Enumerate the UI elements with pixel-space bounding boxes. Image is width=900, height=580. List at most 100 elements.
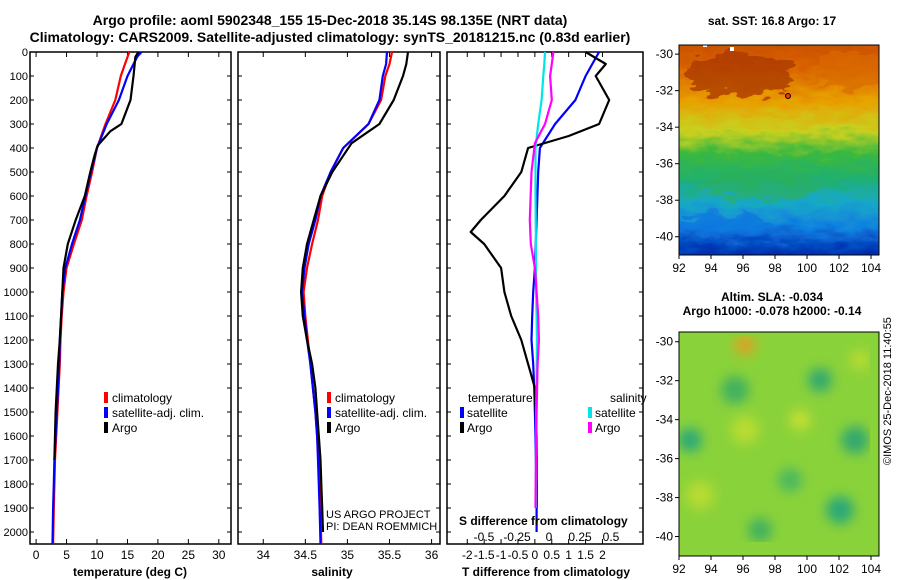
map-y-tick-label: -36 <box>656 157 674 171</box>
map-x-tick-label: 98 <box>768 261 782 275</box>
sla-map <box>679 332 879 556</box>
sst-map-title: sat. SST: 16.8 Argo: 17 <box>708 14 837 28</box>
depth-tick-label: 1800 <box>4 479 28 491</box>
legend-label-satellite: satellite-adj. clim. <box>335 406 427 420</box>
title-line-1: Argo profile: aoml 5902348_155 15-Dec-20… <box>92 12 568 28</box>
depth-tick-label: 900 <box>10 263 28 275</box>
map-y-tick-label: -34 <box>656 120 674 134</box>
difference-panel <box>446 51 644 545</box>
map-x-tick-label: 104 <box>861 562 881 576</box>
s-difference-label: S difference from climatology <box>459 514 628 528</box>
map-x-tick-label: 92 <box>672 562 686 576</box>
map-x-tick-label: 104 <box>861 261 881 275</box>
depth-tick-label: 1600 <box>4 431 28 443</box>
sst-map <box>679 45 879 255</box>
s-tick-label: 0.25 <box>568 530 592 544</box>
map-y-tick-label: -34 <box>656 413 674 427</box>
legend-heading-salinity: salinity <box>610 391 647 405</box>
project-annotation: US ARGO PROJECT <box>326 509 431 521</box>
depth-tick-label: 300 <box>10 119 28 131</box>
x-tick-label: 2 <box>599 548 606 562</box>
salinity-legend: climatology satellite-adj. clim. Argo US… <box>326 391 437 533</box>
depth-tick-label: 2000 <box>4 527 28 539</box>
depth-tick-label: 1100 <box>4 311 28 323</box>
x-tick-label: 10 <box>90 548 104 562</box>
x-tick-label: -2 <box>462 548 473 562</box>
map-x-tick-label: 94 <box>704 261 718 275</box>
s-tick-label: 0 <box>546 530 553 544</box>
x-tick-label: -1 <box>496 548 507 562</box>
map-y-tick-label: -40 <box>656 530 674 544</box>
map-x-tick-label: 100 <box>797 261 817 275</box>
x-tick-label: 1.5 <box>577 548 594 562</box>
temperature-legend: climatology satellite-adj. clim. Argo <box>104 391 204 435</box>
series-line-s-argo <box>528 51 555 509</box>
s-tick-label: -0.5 <box>474 530 495 544</box>
legend-label-s-satellite: satellite <box>595 406 636 420</box>
title-line-2: Climatology: CARS2009. Satellite-adjuste… <box>29 29 631 45</box>
legend-swatch-t-satellite <box>460 407 464 418</box>
map-y-tick-label: -30 <box>656 335 674 349</box>
difference-legend: temperature salinity satellite Argo sate… <box>459 391 647 528</box>
map-y-tick-label: -36 <box>656 452 674 466</box>
map-x-tick-label: 102 <box>829 261 849 275</box>
depth-tick-label: 1900 <box>4 503 28 515</box>
legend-heading-temperature: temperature <box>468 391 533 405</box>
x-tick-label: 35.5 <box>378 548 402 562</box>
map-x-tick-label: 96 <box>736 562 750 576</box>
temperature-panel <box>29 51 232 545</box>
sla-map-subtitle: Argo h1000: -0.078 h2000: -0.14 <box>683 304 862 318</box>
legend-label-t-satellite: satellite <box>467 406 508 420</box>
map-y-tick-label: -32 <box>656 84 674 98</box>
legend-swatch-satellite <box>327 407 331 418</box>
temperature-plot: 0 5 10 15 20 25 30 <box>30 51 231 562</box>
map-x-tick-label: 96 <box>736 261 750 275</box>
depth-axis-labels: 0 100 200 300 400 500 600 700 800 900 1000 1100 1200… <box>4 47 28 539</box>
series-line-t-argo <box>469 51 611 508</box>
x-tick-label: 1 <box>565 548 572 562</box>
map-y-tick-label: -38 <box>656 491 674 505</box>
copyright-stamp: ©IMOS 25-Dec-2018 11:40:55 <box>882 317 894 465</box>
legend-swatch-s-argo <box>588 422 592 433</box>
difference-xlabel: T difference from climatology <box>462 565 630 579</box>
depth-tick-label: 1000 <box>4 287 28 299</box>
x-tick-label: 5 <box>63 548 70 562</box>
x-tick-label: -0.5 <box>508 548 529 562</box>
map-x-tick-label: 102 <box>829 562 849 576</box>
x-tick-label: 0.5 <box>543 548 560 562</box>
depth-tick-label: 700 <box>10 215 28 227</box>
argo-position-marker <box>785 93 791 99</box>
depth-tick-label: 500 <box>10 167 28 179</box>
map-x-tick-label: 100 <box>797 562 817 576</box>
x-tick-label: -1.5 <box>474 548 495 562</box>
x-tick-label: 0 <box>33 548 40 562</box>
sla-map-axes: 92 94 96 98 100 102 104 -30 -32 -34 -36 -38 -40 <box>656 335 882 576</box>
depth-tick-label: 600 <box>10 191 28 203</box>
map-y-tick-label: -38 <box>656 193 674 207</box>
s-tick-label: -0.25 <box>503 530 531 544</box>
salinity-plot: 34 34.5 35 35.5 36 <box>238 51 440 562</box>
legend-swatch-satellite <box>104 407 108 418</box>
legend-label-s-argo: Argo <box>595 421 621 435</box>
depth-tick-label: 400 <box>10 143 28 155</box>
map-x-tick-label: 94 <box>704 562 718 576</box>
depth-tick-label: 1200 <box>4 335 28 347</box>
legend-swatch-climatology <box>104 392 108 403</box>
map-y-tick-label: -30 <box>656 47 674 61</box>
map-x-tick-label: 98 <box>768 562 782 576</box>
x-tick-label: 30 <box>212 548 226 562</box>
x-tick-label: 34 <box>257 548 271 562</box>
depth-tick-label: 1400 <box>4 383 28 395</box>
depth-tick-label: 1300 <box>4 359 28 371</box>
depth-tick-label: 1500 <box>4 407 28 419</box>
x-tick-label: 36 <box>425 548 439 562</box>
series-line-argo <box>53 51 140 461</box>
difference-plot: -2 -1.5 -1 -0.5 0 0.5 1 1.5 2 <box>447 51 643 562</box>
map-y-tick-label: -32 <box>656 374 674 388</box>
x-tick-label: 25 <box>182 548 196 562</box>
legend-label-argo: Argo <box>335 421 361 435</box>
series-line-satellite-adj-clim- <box>300 51 389 545</box>
legend-label-t-argo: Argo <box>467 421 493 435</box>
legend-label-satellite: satellite-adj. clim. <box>112 406 204 420</box>
